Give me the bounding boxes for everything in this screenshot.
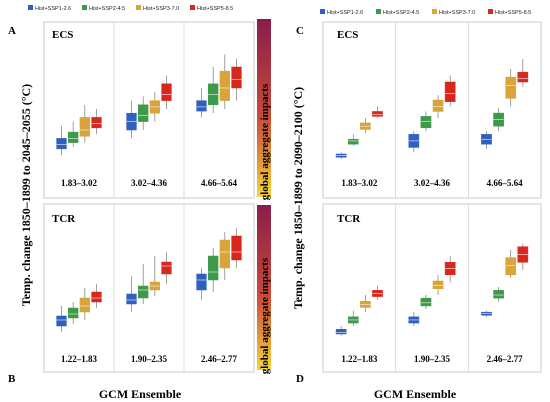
box — [138, 104, 149, 122]
legend-label: Hist+SSP1-2.6 — [327, 10, 363, 16]
box — [347, 139, 359, 145]
box — [505, 257, 517, 276]
impact-label-top: global aggregate impacts — [259, 83, 271, 200]
group-label: 1.22–1.83 — [61, 354, 98, 364]
box — [420, 116, 432, 129]
box — [208, 255, 219, 281]
panel-letter: D — [296, 373, 304, 385]
legend-label: Hist+SSP2-4.5 — [383, 10, 419, 16]
panel-frame — [43, 21, 255, 199]
legend-left: Hist+SSP1-2.6 Hist+SSP2-4.5 Hist+SSP3-7.0 H… — [28, 5, 233, 12]
impact-label-bottom: global aggregate impacts — [259, 257, 271, 374]
panel-C: C ECS 1.83–3.02 3.02–4.36 4.66–5.64 — [296, 22, 529, 198]
group-label: 2.46–2.77 — [487, 354, 524, 364]
box — [56, 138, 67, 150]
legend-swatch — [136, 5, 141, 10]
legend-label: Hist+SSP3-7.0 — [439, 10, 475, 16]
group-label: 1.22–1.83 — [341, 354, 378, 364]
group-label: 4.66–5.64 — [201, 178, 238, 188]
legend-swatch — [190, 5, 195, 10]
legend-swatch — [376, 9, 381, 14]
box — [372, 111, 383, 117]
panel-frame — [43, 203, 255, 373]
box — [219, 70, 230, 101]
panel-letter: B — [8, 373, 16, 385]
box — [91, 117, 102, 129]
legend-swatch — [488, 9, 493, 14]
panel-letter: C — [296, 25, 304, 37]
box — [219, 239, 230, 269]
box — [161, 83, 172, 101]
panel-frame — [322, 203, 542, 373]
panel-title: ECS — [337, 29, 358, 41]
legend-right: Hist+SSP1-2.6 Hist+SSP2-4.5 Hist+SSP3-7.0 H… — [320, 9, 531, 16]
box — [161, 261, 172, 275]
box — [68, 307, 79, 319]
box — [196, 100, 207, 112]
panel-A: A ECS 1.83–3.02 3.02–4.36 4.66–5.64 — [8, 22, 242, 198]
box — [432, 280, 444, 290]
group-label: 3.02–4.36 — [131, 178, 168, 188]
box — [231, 66, 242, 89]
panel-letter: A — [8, 25, 16, 37]
legend-label: Hist+SSP1-2.6 — [35, 6, 71, 12]
panel-title: TCR — [337, 213, 361, 225]
box — [126, 293, 137, 305]
box — [231, 235, 242, 261]
box — [505, 76, 517, 99]
legend-label: Hist+SSP5-8.5 — [197, 6, 233, 12]
panel-frame — [322, 21, 542, 199]
group-label: 2.46–2.77 — [201, 354, 238, 364]
group-label: 1.83–3.02 — [341, 178, 378, 188]
box — [68, 131, 79, 143]
legend-label: Hist+SSP3-7.0 — [143, 6, 179, 12]
left-ylabel: Temp. change 1850–1899 to 2045–2055 (°C) — [19, 84, 33, 306]
panel-title: TCR — [52, 213, 76, 225]
panel-title: ECS — [52, 29, 73, 41]
group-label: 1.83–3.02 — [61, 178, 98, 188]
box — [432, 99, 444, 112]
group-label: 3.02–4.36 — [414, 178, 451, 188]
box — [79, 117, 90, 137]
legend-swatch — [432, 9, 437, 14]
legend-label: Hist+SSP5-8.5 — [495, 10, 531, 16]
box — [493, 290, 504, 299]
panel-D: D TCR 1.22–1.83 1.90–2.35 2.46–2.77 — [296, 204, 529, 385]
box — [138, 285, 149, 299]
right-ylabel: Temp. change 1850–1899 to 2090–2100 (°C) — [291, 87, 305, 309]
right-xlabel: GCM Ensemble — [374, 387, 457, 401]
group-label: 4.66–5.64 — [487, 178, 524, 188]
legend-swatch — [82, 5, 87, 10]
legend-swatch — [320, 9, 325, 14]
box — [91, 291, 102, 303]
panel-B: B TCR 1.22–1.83 1.90–2.35 2.46–2.77 — [8, 204, 242, 385]
group-label: 1.90–2.35 — [414, 354, 451, 364]
box — [335, 329, 347, 335]
box — [56, 315, 67, 327]
legend-swatch — [28, 5, 33, 10]
box — [517, 71, 529, 83]
legend-label: Hist+SSP2-4.5 — [89, 6, 125, 12]
impact-bar-bottom: global aggregate impacts — [257, 205, 271, 374]
box — [79, 297, 90, 313]
left-xlabel: GCM Ensemble — [99, 387, 182, 401]
group-label: 1.90–2.35 — [131, 354, 168, 364]
box — [420, 297, 432, 307]
box — [444, 81, 456, 102]
impact-bar-top: global aggregate impacts — [257, 19, 271, 200]
box — [196, 273, 207, 291]
